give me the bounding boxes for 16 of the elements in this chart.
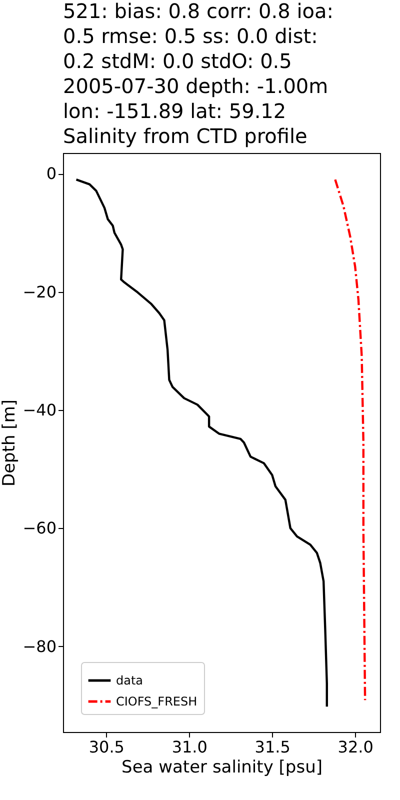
y-tick-label: 0: [46, 164, 56, 184]
legend-label: CIOFS_FRESH: [116, 694, 198, 708]
legend-label: data: [116, 674, 144, 688]
line-series: [75, 178, 328, 708]
y-tick-label: −80: [22, 636, 56, 656]
y-tick-label: −40: [22, 400, 56, 420]
line-series: [334, 178, 366, 702]
x-tick-label: 31.0: [172, 738, 208, 756]
y-tick-label: −20: [22, 282, 56, 302]
chart-title: 521: bias: 0.8 corr: 0.8 ioa: 0.5 rmse: 0.5 ss: 0.0 dist: 0.2 stdM: 0.0 stdO: 0.5 2005-07-30 depth: -1.00m lon: -151.89 lat: 59.12 Salinity from CTD profile: [63, 0, 334, 148]
x-tick-label: 32.0: [338, 738, 374, 756]
y-tick-label: −60: [22, 518, 56, 538]
x-axis-title: Sea water salinity [psu]: [122, 758, 322, 778]
x-tick-label: 30.5: [88, 738, 124, 756]
y-axis-title: Depth [m]: [0, 399, 20, 487]
x-tick-label: 31.5: [254, 738, 290, 756]
